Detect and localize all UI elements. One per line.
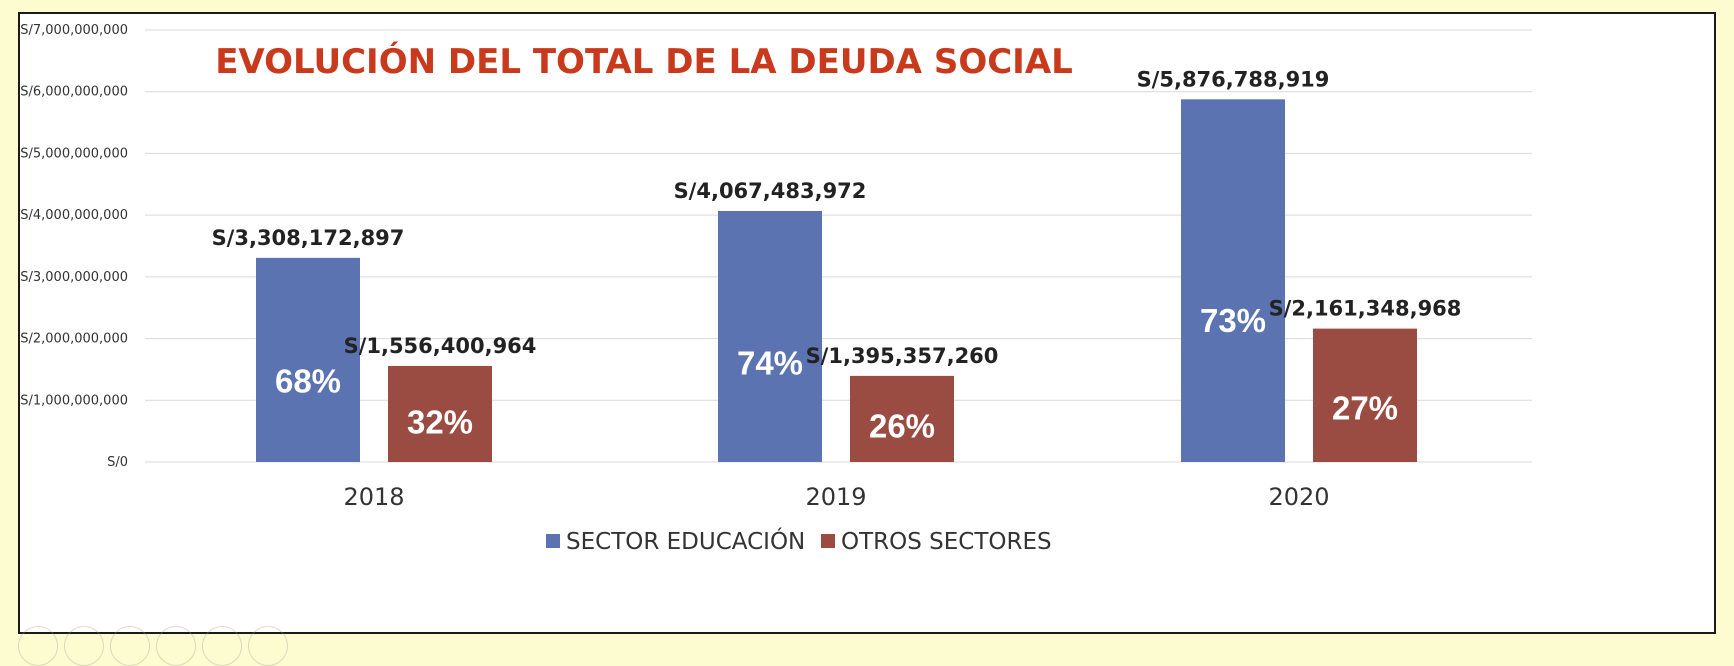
bar-sector-educacion	[1181, 99, 1285, 462]
footer-circle-icon	[156, 626, 196, 666]
y-tick-label: S/0	[107, 455, 128, 470]
footer-circle-icon	[248, 626, 288, 666]
data-label: S/1,556,400,964	[344, 334, 537, 358]
footer-circle-icon	[110, 626, 150, 666]
data-label: S/3,308,172,897	[212, 226, 405, 250]
percent-label: 32%	[407, 404, 473, 441]
data-label: S/1,395,357,260	[806, 344, 999, 368]
data-label: S/4,067,483,972	[674, 179, 867, 203]
footer-circle-icon	[64, 626, 104, 666]
chart-frame: S/0 S/1,000,000,000 S/2,000,000,000 S/3,000…	[18, 12, 1716, 634]
bar-otros-sectores	[850, 375, 954, 462]
percent-label: 74%	[737, 345, 803, 382]
legend-label: SECTOR EDUCACIÓN	[566, 527, 805, 555]
x-category-label: 2019	[805, 483, 866, 511]
bar-chart: S/0 S/1,000,000,000 S/2,000,000,000 S/3,000…	[20, 23, 1532, 555]
bar-otros-sectores	[388, 365, 492, 462]
footer-circle-icon	[18, 626, 58, 666]
percent-label: 26%	[869, 407, 935, 444]
percent-label: 68%	[275, 362, 341, 399]
legend-swatch-educacion	[546, 534, 560, 548]
y-tick-label: S/4,000,000,000	[20, 208, 128, 223]
data-label: S/5,876,788,919	[1137, 67, 1330, 91]
legend-label: OTROS SECTORES	[841, 529, 1052, 555]
y-tick-label: S/3,000,000,000	[20, 270, 128, 285]
percent-label: 73%	[1200, 302, 1266, 339]
data-label: S/2,161,348,968	[1269, 297, 1462, 321]
bar-otros-sectores	[1313, 328, 1417, 462]
y-tick-label: S/1,000,000,000	[20, 393, 128, 408]
chart-title: EVOLUCIÓN DEL TOTAL DE LA DEUDA SOCIAL	[215, 41, 1073, 82]
bar-sector-educacion	[718, 210, 822, 462]
x-category-label: 2018	[343, 483, 404, 511]
legend-swatch-otros	[821, 534, 835, 548]
y-tick-label: S/6,000,000,000	[20, 85, 128, 100]
percent-label: 27%	[1332, 389, 1398, 426]
y-tick-label: S/5,000,000,000	[20, 146, 128, 161]
bar-sector-educacion	[256, 257, 360, 462]
x-category-label: 2020	[1268, 483, 1329, 511]
footer-icon-strip	[18, 626, 288, 666]
footer-circle-icon	[202, 626, 242, 666]
y-tick-label: S/7,000,000,000	[20, 23, 128, 38]
y-tick-label: S/2,000,000,000	[20, 332, 128, 347]
